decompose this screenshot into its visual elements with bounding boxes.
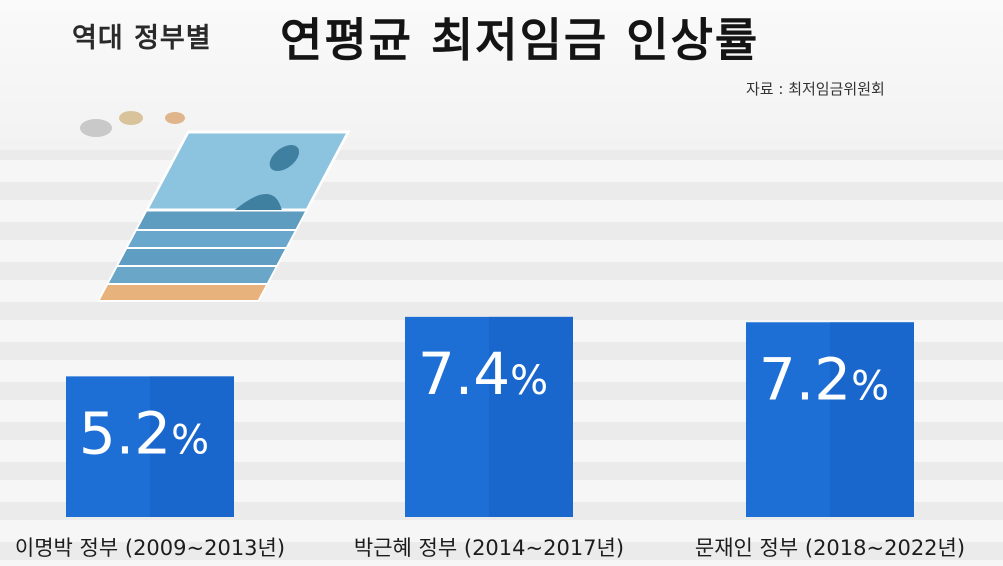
source-note: 자료 : 최저임금위원회: [746, 80, 885, 98]
value-label-2: 7.4%: [418, 340, 548, 408]
value-label-3: 7.2%: [759, 345, 889, 413]
bar-3-shade: [830, 322, 914, 517]
bar-2-shade: [489, 316, 573, 517]
chart-subtitle: 역대 정부별: [72, 23, 212, 54]
header-background: [0, 0, 1003, 150]
category-label-2: 박근혜 정부 (2014~2017년): [354, 536, 624, 560]
category-label-3: 문재인 정부 (2018~2022년): [695, 536, 965, 560]
bars-layer: [66, 316, 914, 517]
labels-layer: 5.2% 이명박 정부 (2009~2013년) 7.4% 박근혜 정부 (2014~…: [15, 340, 965, 560]
category-label-1: 이명박 정부 (2009~2013년): [15, 536, 285, 560]
money-stack-icon: [80, 111, 351, 302]
bar-1-shade: [150, 376, 234, 517]
chart-header: 역대 정부별 연평균 최저임금 인상률: [0, 2, 1003, 72]
chart-title: 연평균 최저임금 인상률: [280, 13, 760, 67]
value-label-1: 5.2%: [79, 399, 209, 467]
